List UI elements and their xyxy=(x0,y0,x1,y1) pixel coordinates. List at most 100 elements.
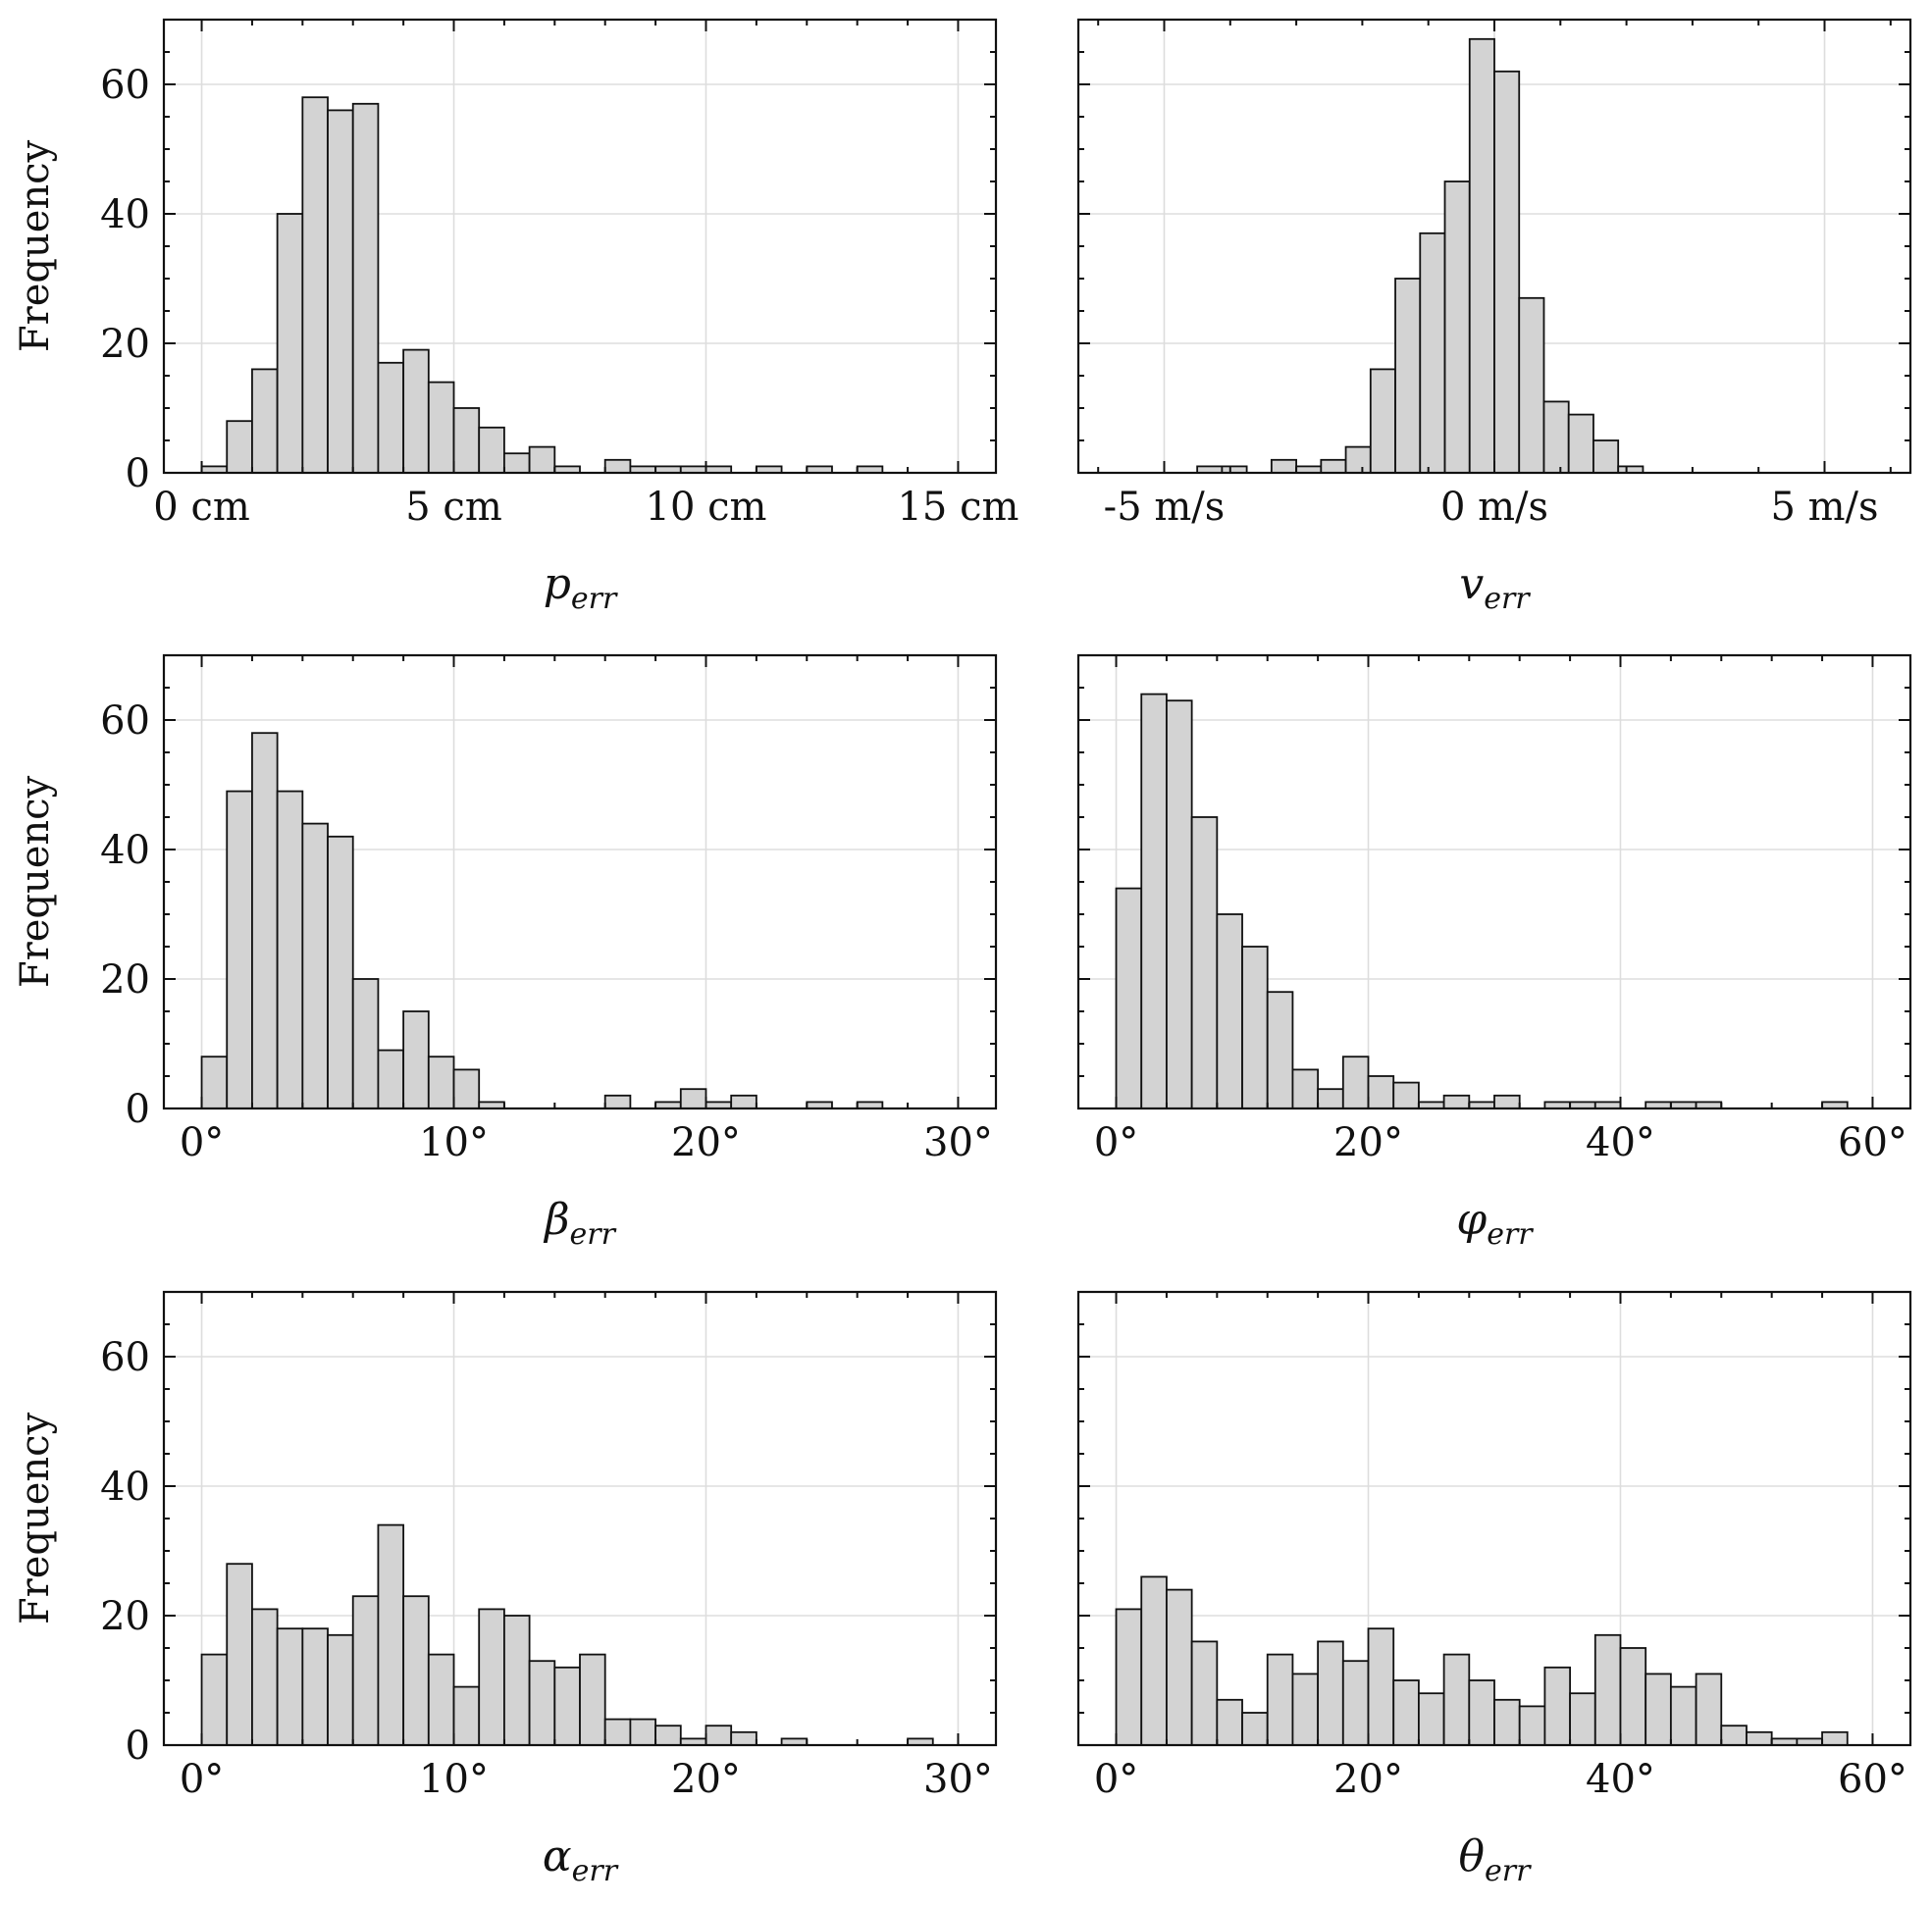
histogram-bar xyxy=(1317,1088,1344,1109)
x-axis-label-subscript: err xyxy=(572,1854,619,1888)
histogram-bar xyxy=(1468,1679,1495,1746)
y-tick-label: 60 xyxy=(100,1335,150,1380)
histogram-bar xyxy=(1266,991,1294,1109)
histogram-bar xyxy=(452,407,481,474)
histogram-bar xyxy=(1567,413,1594,474)
histogram-bar xyxy=(377,1523,405,1746)
x-tick-label: 5 m/s xyxy=(1770,485,1878,530)
histogram-bar xyxy=(654,1725,682,1746)
x-axis-label-symbol: φ xyxy=(1456,1195,1487,1245)
histogram-bar xyxy=(1468,37,1495,474)
histogram-bar xyxy=(1392,1081,1420,1109)
x-tick-label: 40° xyxy=(1586,1757,1655,1802)
histogram-bar xyxy=(276,213,304,474)
histogram-bar xyxy=(1166,699,1193,1109)
histogram-bar xyxy=(1241,946,1269,1109)
histogram-bar xyxy=(427,1056,455,1109)
panel-alpha-error: 0° 10° 20° 30° 0 20 40 60 Frequency αerr xyxy=(13,1290,998,1888)
histogram-bar xyxy=(528,445,556,474)
histogram-bar xyxy=(402,1010,430,1109)
x-tick-label: 0 cm xyxy=(153,485,250,530)
x-axis-label-symbol: p xyxy=(544,559,571,609)
x-tick-label: 30° xyxy=(923,1120,993,1165)
histogram-bar xyxy=(1443,180,1471,474)
histogram-bar xyxy=(301,96,329,474)
histogram-bar xyxy=(1593,439,1620,474)
histogram-bar xyxy=(452,1068,481,1109)
x-axis-label-subscript: err xyxy=(571,582,618,616)
histogram-bar xyxy=(427,1653,455,1746)
x-tick-label: 20° xyxy=(671,1757,741,1802)
histogram-bar xyxy=(1645,1673,1672,1746)
x-tick-label: 0° xyxy=(1094,1120,1138,1165)
histogram-bar xyxy=(327,1633,354,1746)
histogram-bar xyxy=(427,381,455,474)
x-axis-label-subscript: err xyxy=(1484,582,1531,616)
y-axis-label: Frequency xyxy=(13,1412,58,1624)
histogram-bar xyxy=(1695,1673,1723,1746)
histogram-bar xyxy=(351,1595,380,1746)
histogram-bar xyxy=(1543,1666,1571,1746)
histogram-bar xyxy=(1190,816,1219,1109)
x-tick-label: 20° xyxy=(1333,1757,1403,1802)
x-tick-label: 15 cm xyxy=(897,485,1018,530)
histogram-bar xyxy=(1369,368,1396,474)
histogram-bar xyxy=(478,426,505,474)
panel-beta-error: 0° 10° 20° 30° 0 20 40 60 Frequency βerr xyxy=(13,653,998,1252)
histogram-bar xyxy=(1619,1647,1647,1746)
histogram-bar xyxy=(1418,1692,1445,1746)
histogram-bar xyxy=(1394,278,1422,474)
histogram-bar xyxy=(1367,1075,1395,1109)
histogram-bar xyxy=(327,835,354,1109)
histogram-bar xyxy=(478,1608,505,1746)
y-tick-label: 60 xyxy=(100,63,150,108)
y-tick-label: 0 xyxy=(126,1724,150,1769)
y-tick-label: 20 xyxy=(100,322,150,367)
histogram-bar xyxy=(351,102,380,474)
x-axis-label-symbol: α xyxy=(543,1831,572,1881)
x-axis-label-subscript: err xyxy=(1485,1854,1532,1888)
histogram-bar xyxy=(1115,887,1143,1109)
x-axis-label-subscript: err xyxy=(570,1217,617,1252)
x-axis-label: verr xyxy=(1459,559,1531,616)
histogram-bar xyxy=(1518,1705,1546,1746)
histogram-bar xyxy=(1270,458,1297,474)
histogram-bar xyxy=(276,790,304,1109)
x-axis-label-symbol: θ xyxy=(1459,1831,1486,1881)
x-axis-label: θerr xyxy=(1459,1831,1533,1888)
x-tick-label: 5 cm xyxy=(405,485,502,530)
panel-position-error: 0 cm 5 cm 10 cm 15 cm 0 20 40 60 Frequency perr xyxy=(13,18,1018,616)
histogram-bar xyxy=(226,420,253,474)
histogram-bar xyxy=(1746,1730,1773,1746)
y-tick-label: 0 xyxy=(126,451,150,496)
histogram-bar xyxy=(1720,1725,1748,1746)
x-tick-label: 0° xyxy=(1094,1757,1138,1802)
histogram-bar xyxy=(351,978,380,1109)
x-tick-label: 20° xyxy=(1333,1120,1403,1165)
histogram-bar xyxy=(1216,913,1243,1109)
histogram-bar xyxy=(1493,1698,1521,1746)
histogram-bar xyxy=(730,1094,757,1109)
histogram-bar xyxy=(1115,1608,1143,1746)
histogram-bar xyxy=(579,1653,606,1746)
histogram-bar xyxy=(730,1730,757,1746)
histogram-bar xyxy=(1140,693,1168,1109)
histogram-bar xyxy=(1241,1712,1269,1746)
histogram-bar xyxy=(1216,1698,1243,1746)
histogram-bar xyxy=(553,1666,581,1746)
histogram-bar xyxy=(1493,70,1521,474)
histogram-bar xyxy=(1166,1588,1193,1746)
x-axis-label-subscript: err xyxy=(1487,1217,1534,1252)
x-tick-label: 30° xyxy=(923,1757,993,1802)
x-axis-label: φerr xyxy=(1456,1195,1534,1252)
histogram-bar xyxy=(503,1615,531,1746)
histogram-bar xyxy=(1140,1575,1168,1746)
histogram-bar xyxy=(251,368,279,474)
histogram-bar xyxy=(226,790,253,1109)
y-tick-label: 0 xyxy=(126,1087,150,1132)
histogram-bar xyxy=(1593,1633,1622,1746)
histogram-bar xyxy=(1669,1685,1697,1746)
histogram-bar xyxy=(629,1718,656,1746)
panel-phi-error: 0° 20° 40° 60° φerr xyxy=(1076,653,1912,1252)
